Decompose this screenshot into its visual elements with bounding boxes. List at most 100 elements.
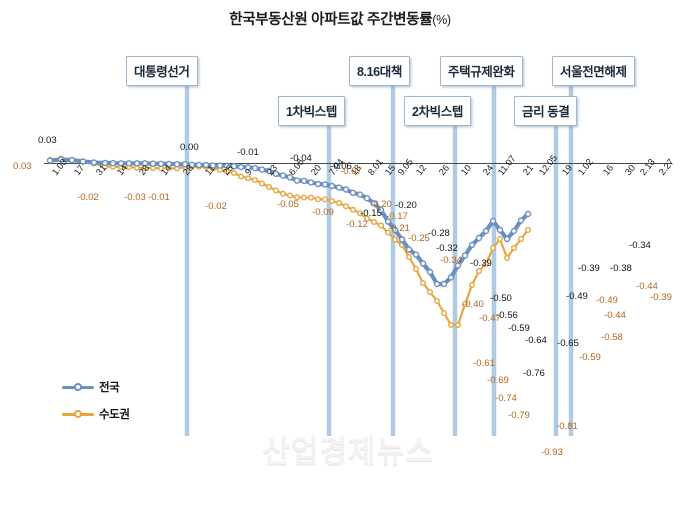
data-point-nationwide-5[interactable] xyxy=(101,159,109,167)
data-point-nationwide-1[interactable] xyxy=(57,156,65,163)
data-point-nationwide-8[interactable] xyxy=(125,160,133,167)
data-point-capital-region-24[interactable] xyxy=(244,175,251,182)
callout-box-2[interactable]: 8.16대책 xyxy=(349,56,410,86)
data-point-capital-region-38[interactable] xyxy=(343,203,350,210)
data-point-capital-region-25[interactable] xyxy=(251,176,258,183)
data-point-nationwide-44[interactable] xyxy=(384,218,392,225)
data-point-nationwide-3[interactable] xyxy=(79,158,87,165)
data-point-nationwide-25[interactable] xyxy=(251,164,259,172)
data-point-nationwide-32[interactable] xyxy=(300,177,308,185)
data-point-nationwide-19[interactable] xyxy=(209,162,217,169)
data-point-nationwide-57[interactable] xyxy=(475,234,483,242)
data-point-capital-region-29[interactable] xyxy=(280,190,287,197)
data-point-capital-region-34[interactable] xyxy=(315,196,322,203)
data-point-capital-region-57[interactable] xyxy=(476,268,483,275)
data-point-capital-region-39[interactable] xyxy=(350,206,357,213)
data-point-capital-region-54[interactable] xyxy=(455,322,462,329)
data-point-nationwide-41[interactable] xyxy=(363,194,371,202)
data-point-capital-region-26[interactable] xyxy=(259,180,266,187)
data-point-nationwide-45[interactable] xyxy=(391,226,399,234)
data-point-capital-region-42[interactable] xyxy=(371,218,378,225)
data-point-nationwide-38[interactable] xyxy=(342,186,350,193)
data-point-nationwide-58[interactable] xyxy=(482,227,490,235)
data-point-nationwide-9[interactable] xyxy=(133,160,141,167)
data-point-capital-region-30[interactable] xyxy=(287,192,294,199)
data-point-nationwide-12[interactable] xyxy=(157,160,165,168)
data-point-nationwide-14[interactable] xyxy=(173,160,181,168)
data-point-nationwide-50[interactable] xyxy=(426,268,434,276)
data-point-nationwide-63[interactable] xyxy=(517,217,525,224)
data-point-nationwide-59[interactable] xyxy=(489,217,497,225)
data-point-capital-region-35[interactable] xyxy=(322,196,329,203)
data-point-nationwide-6[interactable] xyxy=(109,159,117,167)
data-point-nationwide-37[interactable] xyxy=(335,184,343,191)
data-point-nationwide-60[interactable] xyxy=(496,226,504,234)
data-point-capital-region-61[interactable] xyxy=(504,254,511,261)
data-point-nationwide-28[interactable] xyxy=(272,170,280,178)
data-point-nationwide-31[interactable] xyxy=(293,177,301,184)
data-point-capital-region-27[interactable] xyxy=(266,183,273,190)
data-point-nationwide-40[interactable] xyxy=(356,191,364,198)
data-point-nationwide-15[interactable] xyxy=(181,161,189,168)
data-point-nationwide-62[interactable] xyxy=(510,227,518,235)
data-point-nationwide-23[interactable] xyxy=(237,163,245,171)
data-point-nationwide-49[interactable] xyxy=(419,260,427,267)
data-point-nationwide-34[interactable] xyxy=(314,180,322,188)
data-point-nationwide-47[interactable] xyxy=(405,246,413,253)
data-point-nationwide-29[interactable] xyxy=(279,172,287,179)
data-point-capital-region-40[interactable] xyxy=(357,210,364,217)
callout-box-6[interactable]: 서울전면해제 xyxy=(552,56,635,86)
data-point-capital-region-53[interactable] xyxy=(448,322,455,329)
data-point-capital-region-22[interactable] xyxy=(230,169,237,176)
data-point-nationwide-55[interactable] xyxy=(461,252,469,259)
data-point-nationwide-64[interactable] xyxy=(524,210,532,218)
legend-item-capital-region[interactable]: 수도권 xyxy=(62,405,130,423)
data-point-capital-region-62[interactable] xyxy=(511,244,518,251)
data-point-capital-region-43[interactable] xyxy=(378,222,385,229)
data-point-nationwide-48[interactable] xyxy=(412,251,420,258)
data-point-capital-region-45[interactable] xyxy=(392,236,399,243)
data-point-capital-region-41[interactable] xyxy=(364,215,371,222)
data-point-nationwide-4[interactable] xyxy=(90,159,98,166)
data-point-capital-region-51[interactable] xyxy=(434,298,441,305)
data-point-nationwide-22[interactable] xyxy=(230,162,238,170)
data-point-capital-region-60[interactable] xyxy=(497,235,504,242)
legend-item-nationwide[interactable]: 전국 xyxy=(62,378,130,396)
data-point-capital-region-21[interactable] xyxy=(223,168,230,175)
data-point-nationwide-17[interactable] xyxy=(195,161,203,169)
data-point-nationwide-61[interactable] xyxy=(503,235,511,243)
data-point-nationwide-10[interactable] xyxy=(141,160,149,167)
data-point-nationwide-13[interactable] xyxy=(165,160,173,168)
data-point-capital-region-33[interactable] xyxy=(308,194,315,201)
data-point-capital-region-64[interactable] xyxy=(525,226,532,233)
data-point-capital-region-36[interactable] xyxy=(329,197,336,204)
callout-box-4[interactable]: 주택규제완화 xyxy=(440,56,523,86)
data-point-nationwide-0[interactable] xyxy=(46,157,54,164)
data-point-nationwide-52[interactable] xyxy=(440,280,448,288)
data-point-capital-region-63[interactable] xyxy=(518,235,525,242)
data-point-nationwide-33[interactable] xyxy=(307,179,315,186)
data-point-nationwide-18[interactable] xyxy=(202,161,210,169)
data-point-capital-region-47[interactable] xyxy=(406,253,413,260)
data-point-nationwide-43[interactable] xyxy=(377,206,385,214)
callout-box-5[interactable]: 금리 동결 xyxy=(514,96,578,126)
data-point-capital-region-50[interactable] xyxy=(427,289,434,296)
data-point-capital-region-32[interactable] xyxy=(301,194,308,201)
data-point-nationwide-16[interactable] xyxy=(188,161,196,169)
data-point-capital-region-23[interactable] xyxy=(237,173,244,180)
data-point-capital-region-55[interactable] xyxy=(462,301,469,308)
data-point-nationwide-39[interactable] xyxy=(349,189,357,197)
data-point-nationwide-2[interactable] xyxy=(68,156,76,164)
data-point-capital-region-59[interactable] xyxy=(490,244,497,251)
data-point-nationwide-11[interactable] xyxy=(149,160,157,167)
data-point-capital-region-58[interactable] xyxy=(483,261,490,268)
data-point-nationwide-35[interactable] xyxy=(321,181,329,188)
data-point-capital-region-28[interactable] xyxy=(273,187,280,194)
data-point-capital-region-37[interactable] xyxy=(336,199,343,206)
data-point-nationwide-42[interactable] xyxy=(370,200,378,207)
callout-box-3[interactable]: 2차빅스텝 xyxy=(404,96,471,126)
data-point-capital-region-52[interactable] xyxy=(441,310,448,317)
data-point-nationwide-56[interactable] xyxy=(468,241,476,249)
data-point-nationwide-54[interactable] xyxy=(454,262,462,269)
data-point-nationwide-24[interactable] xyxy=(244,164,252,171)
